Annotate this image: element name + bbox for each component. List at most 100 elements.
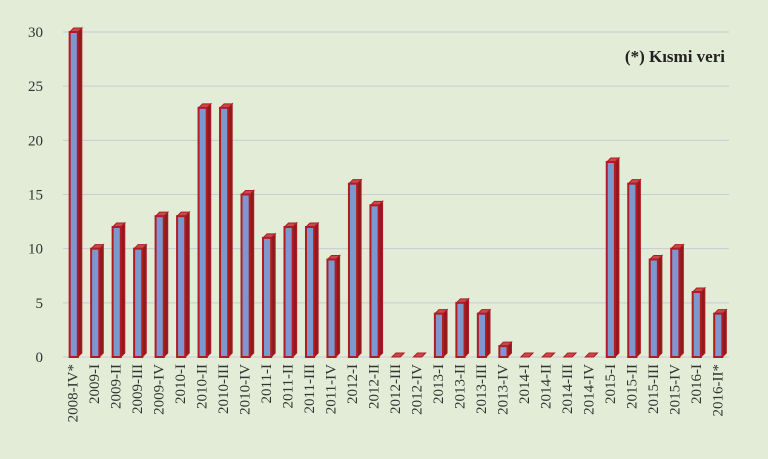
bar xyxy=(519,352,535,358)
x-tick-label: 2013-II xyxy=(452,364,468,409)
bar-front xyxy=(691,291,702,358)
x-tick-label: 2009-II xyxy=(109,364,125,409)
bar-front xyxy=(648,258,659,358)
y-tick-label: 10 xyxy=(28,242,43,258)
y-tick-label: 25 xyxy=(28,79,43,95)
bar xyxy=(261,232,277,359)
x-tick-label: 2012-II xyxy=(367,364,383,409)
x-tick-label: 2008-IV* xyxy=(66,364,82,422)
x-tick-label: 2014-I xyxy=(517,364,533,404)
x-tick-label: 2010-II xyxy=(195,364,211,409)
x-tick-label: 2013-I xyxy=(431,364,447,404)
x-tick-label: 2016-II* xyxy=(710,364,726,417)
bar-top xyxy=(541,352,556,358)
x-tick-label: 2009-III xyxy=(130,364,146,414)
bar-front xyxy=(670,247,681,359)
x-axis-ticks: 2008-IV* 2009-I 2009-II 2009-III 2009-IV 2010… xyxy=(66,364,727,422)
bar xyxy=(111,221,126,359)
x-tick-label: 2011-I xyxy=(259,364,275,403)
bar-front xyxy=(133,247,144,359)
bar xyxy=(605,156,621,359)
bar xyxy=(197,102,212,359)
bar xyxy=(433,308,449,359)
x-tick-label: 2009-IV xyxy=(152,364,168,415)
bar xyxy=(304,221,320,359)
bar-front xyxy=(304,226,316,358)
bar xyxy=(326,254,341,359)
x-tick-label: 2010-I xyxy=(173,364,189,404)
bar xyxy=(476,308,492,359)
bar xyxy=(455,297,470,359)
x-tick-label: 2012-I xyxy=(345,364,361,404)
bar xyxy=(283,221,298,359)
bar-front xyxy=(627,182,638,358)
x-tick-label: 2016-I xyxy=(689,364,705,404)
bar xyxy=(240,189,255,359)
bar-front xyxy=(713,312,724,358)
bar-front xyxy=(498,345,509,358)
bar-front xyxy=(68,31,79,358)
bar-front xyxy=(219,106,230,359)
bar-front xyxy=(111,226,122,358)
bar xyxy=(498,340,513,359)
bar-front xyxy=(476,312,488,358)
gridlines xyxy=(63,31,729,358)
x-tick-label: 2012-IV xyxy=(409,364,425,415)
x-tick-label: 2014-II xyxy=(538,364,554,409)
bar-top xyxy=(412,352,427,358)
x-tick-label: 2010-IV xyxy=(238,364,254,415)
bar-front xyxy=(154,215,165,358)
x-tick-label: 2014-III xyxy=(560,364,576,414)
bar xyxy=(218,102,234,359)
y-tick-label: 20 xyxy=(28,133,43,149)
bar xyxy=(712,308,728,359)
bar-front xyxy=(433,312,445,358)
bar xyxy=(154,210,169,359)
bar-top xyxy=(390,352,406,358)
bar xyxy=(347,178,363,359)
bar xyxy=(541,352,556,358)
x-tick-label: 2013-IV xyxy=(495,364,511,415)
x-tick-label: 2011-IV xyxy=(324,364,340,414)
bar-front xyxy=(605,161,616,358)
y-tick-label: 5 xyxy=(36,296,44,312)
x-tick-label: 2010-III xyxy=(216,364,232,414)
bar xyxy=(627,178,642,359)
partial-data-note: (*) Kısmi veri xyxy=(625,47,725,66)
x-tick-label: 2011-II xyxy=(281,364,297,408)
bar-front xyxy=(176,215,187,358)
bar xyxy=(648,254,664,359)
bar xyxy=(369,200,384,359)
x-tick-label: 2011-III xyxy=(302,364,318,413)
bar xyxy=(89,243,105,359)
y-tick-label: 0 xyxy=(36,350,44,366)
bar-front xyxy=(197,106,208,359)
bar-top xyxy=(584,352,599,358)
bar-top xyxy=(519,352,535,358)
bar-top xyxy=(562,352,578,358)
bar xyxy=(670,243,685,359)
bar-front xyxy=(347,182,359,358)
y-tick-label: 30 xyxy=(28,25,43,41)
bar-front xyxy=(240,193,251,358)
x-tick-label: 2013-III xyxy=(474,364,490,414)
bar-front xyxy=(455,301,466,359)
bar xyxy=(132,243,148,359)
bar-front xyxy=(90,247,101,359)
bar xyxy=(562,352,578,358)
bar xyxy=(691,286,707,359)
x-tick-label: 2014-IV xyxy=(581,364,597,415)
bar-front xyxy=(262,236,273,358)
bar xyxy=(584,352,599,358)
x-tick-label: 2015-IV xyxy=(667,364,683,415)
x-tick-label: 2015-II xyxy=(624,364,640,409)
x-tick-label: 2015-I xyxy=(603,364,619,404)
y-axis-ticks: 0 5 10 15 20 25 30 xyxy=(28,25,43,366)
x-tick-label: 2009-I xyxy=(87,364,103,404)
bar xyxy=(412,352,427,358)
bar-front xyxy=(369,204,380,358)
bar-front xyxy=(283,226,294,358)
bar-front xyxy=(326,258,337,358)
